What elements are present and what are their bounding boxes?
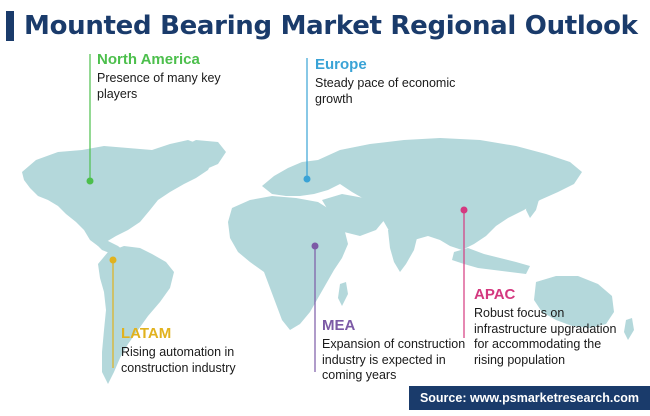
europe-name: Europe [315, 56, 367, 73]
europe-callout: Europe Steady pace of economic growth [315, 56, 475, 107]
apac-description: Robust focus on infrastructure upgradati… [474, 306, 617, 367]
latam-callout: LATAM Rising automation in construction … [121, 325, 261, 376]
new-zealand-landmass [624, 318, 634, 340]
latam-name: LATAM [121, 325, 172, 342]
north-america-marker [86, 177, 94, 185]
mea-name: MEA [322, 317, 356, 334]
mea-callout: MEA Expansion of construction industry i… [322, 317, 472, 384]
europe-description: Steady pace of economic growth [315, 76, 456, 106]
latam-description: Rising automation in construction indust… [121, 345, 236, 375]
europe-landmass [262, 160, 344, 196]
asia-landmass [318, 138, 582, 250]
mea-marker [311, 242, 319, 250]
north-america-name: North America [97, 51, 200, 68]
north-america-callout: North America Presence of many key playe… [97, 51, 247, 102]
europe-marker [303, 175, 311, 183]
africa-landmass [228, 196, 348, 330]
apac-marker [460, 206, 468, 214]
south-america-landmass [98, 246, 174, 384]
apac-name: APAC [474, 286, 516, 303]
source-footer: Source: www.psmarketresearch.com [409, 386, 650, 410]
north-america-landmass [22, 140, 214, 246]
apac-callout: APAC Robust focus on infrastructure upgr… [474, 286, 634, 368]
india-landmass [388, 228, 418, 272]
australia-landmass [534, 276, 614, 328]
greenland-landmass [176, 140, 226, 170]
north-america-description: Presence of many key players [97, 71, 221, 101]
mea-description: Expansion of construction industry is ex… [322, 337, 466, 382]
middle-east-landmass [322, 194, 386, 236]
page-title: Mounted Bearing Market Regional Outlook [24, 11, 638, 41]
southeast-asia-landmass [452, 248, 530, 274]
latam-marker [109, 256, 117, 264]
title-marker-icon [6, 11, 14, 41]
continents [22, 138, 634, 384]
japan-landmass [526, 190, 540, 218]
title-bar: Mounted Bearing Market Regional Outlook [6, 8, 638, 44]
madagascar-landmass [338, 282, 348, 306]
